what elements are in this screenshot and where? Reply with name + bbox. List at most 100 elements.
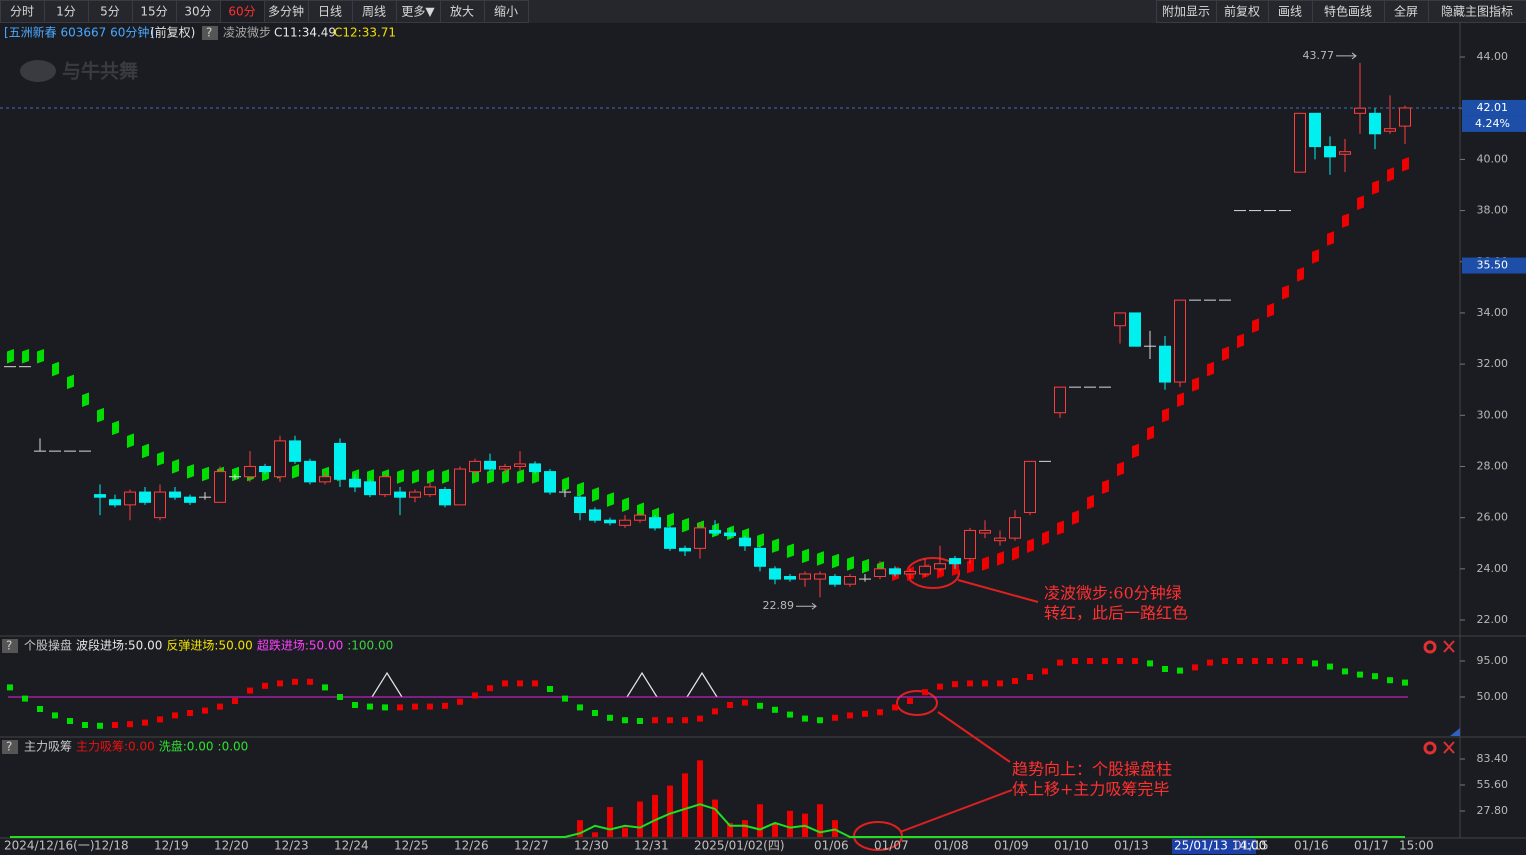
- indicator-dot: [22, 695, 28, 702]
- candle-body: [1294, 112, 1306, 173]
- accumulation-bar: [727, 822, 733, 837]
- indicator-dot: [37, 706, 43, 712]
- toolbar-label[interactable]: 画线: [1278, 5, 1302, 19]
- indicator-dot: [172, 712, 178, 719]
- toolbar-label[interactable]: 多分钟: [268, 4, 304, 19]
- toolbar-label[interactable]: 30分: [184, 5, 211, 19]
- accumulation-bar: [772, 822, 778, 837]
- candle-body: [1354, 107, 1366, 114]
- close-icon[interactable]: [1443, 741, 1455, 754]
- indicator-dot: [187, 710, 193, 716]
- toolbar-label[interactable]: 15分: [140, 5, 167, 19]
- indicator-dot: [1387, 677, 1393, 684]
- toolbar-label[interactable]: 5分: [100, 5, 120, 19]
- candle-body: [784, 576, 796, 580]
- accumulation-bar: [667, 785, 673, 837]
- indicator-dot: [217, 703, 223, 710]
- candle-body: [259, 465, 271, 473]
- trend-dot: [802, 548, 809, 564]
- candle-body: [874, 568, 886, 578]
- indicator-dot: [907, 698, 913, 704]
- indicator-dot: [67, 718, 73, 724]
- toolbar-label[interactable]: 全屏: [1394, 4, 1418, 19]
- x-tick-label: 01/10: [1054, 839, 1089, 853]
- toolbar-label[interactable]: 隐藏主图指标: [1441, 4, 1513, 19]
- trend-dot: [1282, 285, 1289, 300]
- indicator-dot: [1132, 658, 1138, 664]
- trend-dot: [637, 502, 644, 518]
- toolbar-label[interactable]: 更多▼: [401, 5, 435, 19]
- toolbar-label[interactable]: 60分: [228, 5, 255, 19]
- toolbar-label[interactable]: 日线: [318, 5, 342, 19]
- toolbar-label[interactable]: 特色画线: [1324, 4, 1372, 19]
- accumulation-bar: [652, 794, 658, 837]
- legend-entry: 洗盘:0.00: [159, 739, 214, 754]
- candle-body: [709, 529, 721, 534]
- toolbar-button[interactable]: [484, 0, 529, 23]
- candle-body: [1174, 299, 1186, 383]
- toolbar-label[interactable]: 周线: [362, 5, 386, 19]
- help-icon[interactable]: ?: [6, 740, 12, 754]
- help-box[interactable]: [2, 639, 18, 653]
- y-tick-label: 30.00: [1477, 408, 1509, 421]
- trend-dot: [667, 512, 674, 528]
- price-marker-label: 35.50: [1477, 259, 1509, 272]
- help-box[interactable]: [2, 740, 18, 754]
- candle-body: [1009, 517, 1021, 539]
- y-tick-label: 27.80: [1477, 804, 1509, 817]
- indicator-dot: [532, 680, 538, 687]
- candle-body: [499, 465, 511, 470]
- candle-body: [679, 547, 691, 552]
- x-tick-label: 12/18: [94, 839, 129, 853]
- candle-body: [469, 460, 481, 473]
- help-icon[interactable]: ?: [6, 639, 12, 653]
- candle-body: [844, 576, 856, 585]
- x-tick-label: 01/07: [874, 839, 909, 853]
- candle-body: [949, 558, 961, 565]
- toolbar-button[interactable]: [1428, 0, 1526, 23]
- candle-body: [349, 478, 361, 488]
- indicator-dot: [562, 695, 568, 702]
- toolbar-label[interactable]: 1分: [56, 5, 76, 19]
- y-tick-label: 95.00: [1477, 654, 1509, 667]
- settings-icon[interactable]: [1423, 741, 1437, 755]
- candle-body: [334, 442, 346, 480]
- help-icon[interactable]: ?: [206, 26, 212, 40]
- accumulation-bar: [757, 804, 763, 837]
- x-tick-label: 15:00: [1399, 839, 1434, 853]
- help-box[interactable]: [202, 26, 218, 40]
- indicator-dot: [997, 680, 1003, 687]
- candle-body: [394, 491, 406, 498]
- close-icon[interactable]: [1443, 640, 1455, 653]
- indicator-dot: [1102, 658, 1108, 664]
- indicator-dot: [772, 706, 778, 713]
- accumulation-bar: [817, 804, 823, 837]
- indicator-dot: [502, 680, 508, 687]
- toolbar-label[interactable]: 缩小: [494, 4, 518, 19]
- trend-dot: [37, 348, 44, 364]
- y-tick-label: 38.00: [1477, 204, 1509, 217]
- indicator-dot: [472, 692, 478, 699]
- indicator-dot: [892, 704, 898, 711]
- trend-dot: [1087, 494, 1094, 510]
- accumulation-bar: [607, 807, 613, 837]
- toolbar-label[interactable]: 分时: [10, 5, 34, 19]
- indicator-dot: [652, 717, 658, 724]
- candle-body: [1129, 312, 1141, 347]
- y-tick-label: 50.00: [1477, 690, 1509, 703]
- indicator-dot: [1027, 674, 1033, 680]
- x-tick-label: 2025/01/02(四): [694, 839, 785, 853]
- toolbar-label[interactable]: 附加显示: [1162, 5, 1210, 19]
- indicator-dot: [817, 717, 823, 724]
- indicator-dot: [412, 703, 418, 710]
- candle-body: [379, 476, 391, 496]
- trend-dot: [67, 374, 74, 390]
- toolbar-label[interactable]: 前复权: [1224, 4, 1260, 19]
- toolbar-label[interactable]: 放大: [450, 4, 474, 19]
- indicator-dot: [667, 717, 673, 724]
- annotation-text: 转红，此后一路红色: [1044, 604, 1188, 623]
- indicator-value: C11:34.49: [274, 26, 336, 40]
- trend-dot: [1252, 318, 1259, 333]
- settings-icon[interactable]: [1423, 640, 1437, 654]
- trend-dot: [1222, 346, 1229, 361]
